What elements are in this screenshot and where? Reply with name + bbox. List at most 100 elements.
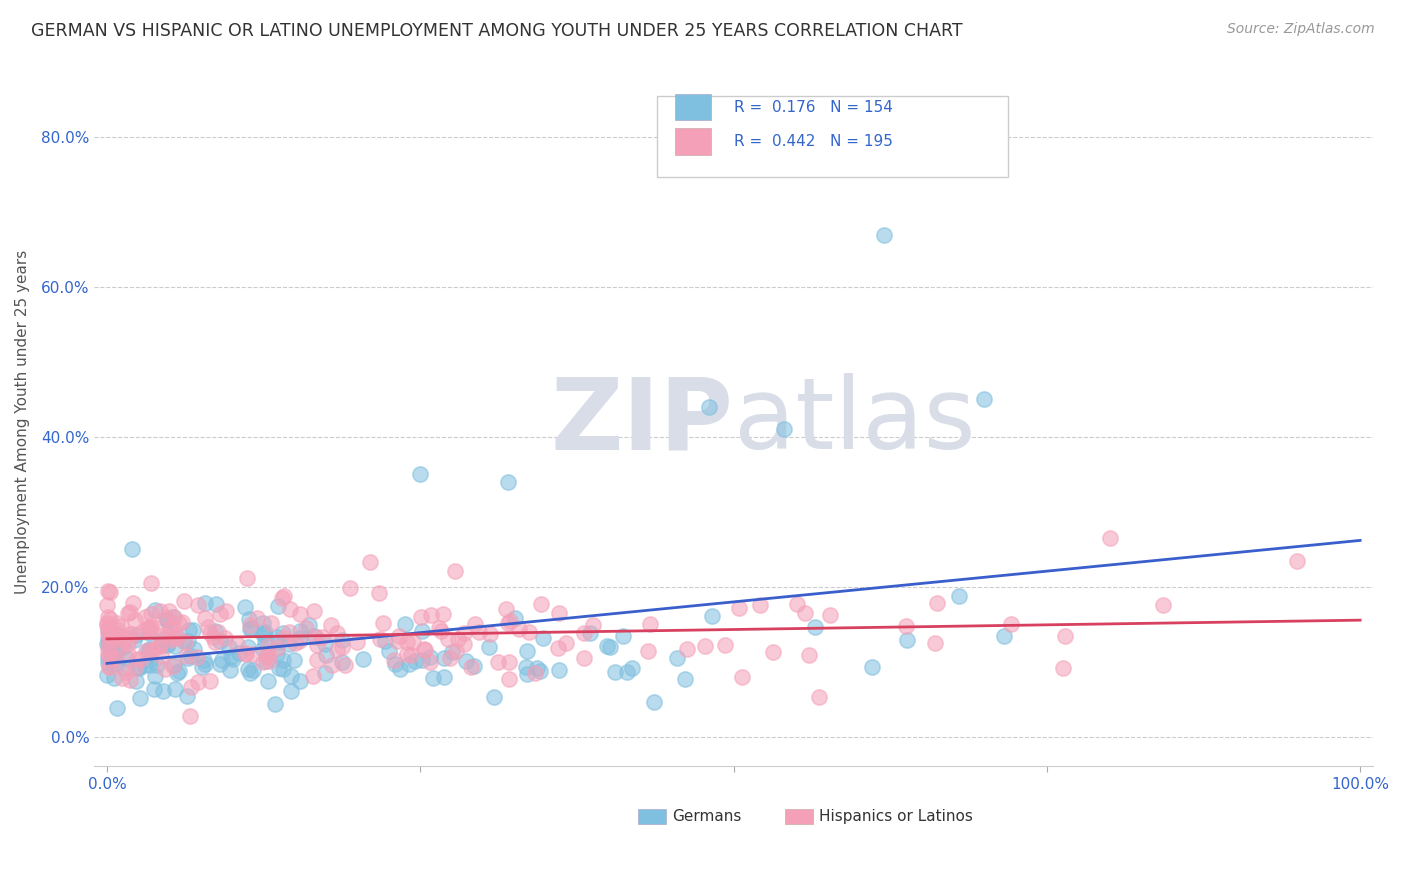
Point (295, 620, 318, 634)
Point (257, 639, 280, 653)
Point (101, 651, 124, 665)
Point (136, 621, 159, 635)
Point (118, 631, 141, 645)
Point (524, 665, 547, 680)
Point (260, 616, 283, 631)
Point (117, 637, 139, 651)
Point (307, 638, 329, 652)
Point (239, 621, 262, 635)
Point (98, 632, 121, 646)
Point (107, 615, 129, 630)
Point (948, 589, 970, 603)
Point (160, 633, 183, 648)
Point (165, 681, 187, 696)
Point (1052, 661, 1074, 675)
Point (143, 681, 166, 696)
Point (496, 615, 519, 630)
Point (616, 665, 638, 680)
Point (269, 634, 291, 648)
Point (111, 630, 134, 644)
Point (283, 652, 305, 666)
Text: GERMAN VS HISPANIC OR LATINO UNEMPLOYMENT AMONG YOUTH UNDER 25 YEARS CORRELATION: GERMAN VS HISPANIC OR LATINO UNEMPLOYMEN… (31, 22, 963, 40)
Point (139, 621, 162, 635)
Point (98, 660, 121, 674)
Point (498, 614, 520, 628)
Point (139, 576, 162, 591)
Point (238, 612, 260, 626)
Point (453, 625, 475, 640)
Point (420, 608, 443, 623)
Point (673, 673, 696, 687)
Point (204, 624, 226, 638)
Point (676, 642, 699, 657)
Point (101, 627, 124, 641)
Point (302, 669, 325, 683)
Point (121, 626, 143, 640)
Point (973, 392, 995, 407)
Point (444, 644, 467, 658)
Point (98, 637, 121, 651)
Point (105, 627, 128, 641)
Point (257, 647, 280, 661)
Point (321, 657, 343, 672)
Point (236, 662, 259, 676)
Point (433, 670, 456, 684)
Point (167, 664, 190, 678)
Point (204, 635, 226, 649)
Point (115, 651, 138, 665)
Point (290, 607, 312, 622)
Point (157, 629, 180, 643)
Point (278, 624, 301, 639)
Point (138, 622, 160, 636)
Point (97, 621, 120, 635)
Point (894, 619, 917, 633)
Point (582, 618, 605, 632)
Point (228, 646, 250, 660)
Point (115, 665, 138, 679)
Point (98, 634, 121, 648)
Point (531, 631, 554, 645)
Point (226, 637, 249, 651)
Point (136, 643, 159, 657)
Point (218, 640, 240, 654)
Point (100, 652, 122, 666)
Point (388, 629, 411, 643)
Point (246, 611, 269, 625)
Point (419, 650, 441, 665)
Point (180, 680, 202, 694)
Point (786, 598, 808, 612)
Point (463, 659, 485, 673)
Point (153, 632, 176, 646)
Point (139, 641, 162, 656)
Point (666, 651, 689, 665)
Point (547, 606, 569, 620)
Point (314, 637, 336, 651)
Point (860, 659, 883, 673)
Point (257, 674, 280, 689)
Point (311, 630, 333, 644)
Point (793, 606, 815, 620)
Point (697, 400, 720, 414)
Point (395, 647, 418, 661)
Point (143, 669, 166, 683)
Point (179, 709, 201, 723)
Text: Hispanics or Latinos: Hispanics or Latinos (820, 808, 973, 823)
Point (638, 617, 661, 632)
Point (468, 624, 491, 639)
Point (253, 626, 276, 640)
Point (166, 665, 188, 680)
Point (925, 596, 948, 610)
Point (148, 639, 170, 653)
Point (105, 624, 128, 638)
Point (433, 651, 456, 665)
Point (439, 650, 461, 665)
Point (373, 616, 395, 631)
Point (496, 475, 519, 489)
Point (97, 656, 120, 670)
Point (1053, 629, 1076, 643)
Point (124, 661, 146, 675)
Point (134, 657, 156, 672)
Point (156, 638, 179, 652)
Point (478, 627, 501, 641)
Point (409, 467, 432, 482)
